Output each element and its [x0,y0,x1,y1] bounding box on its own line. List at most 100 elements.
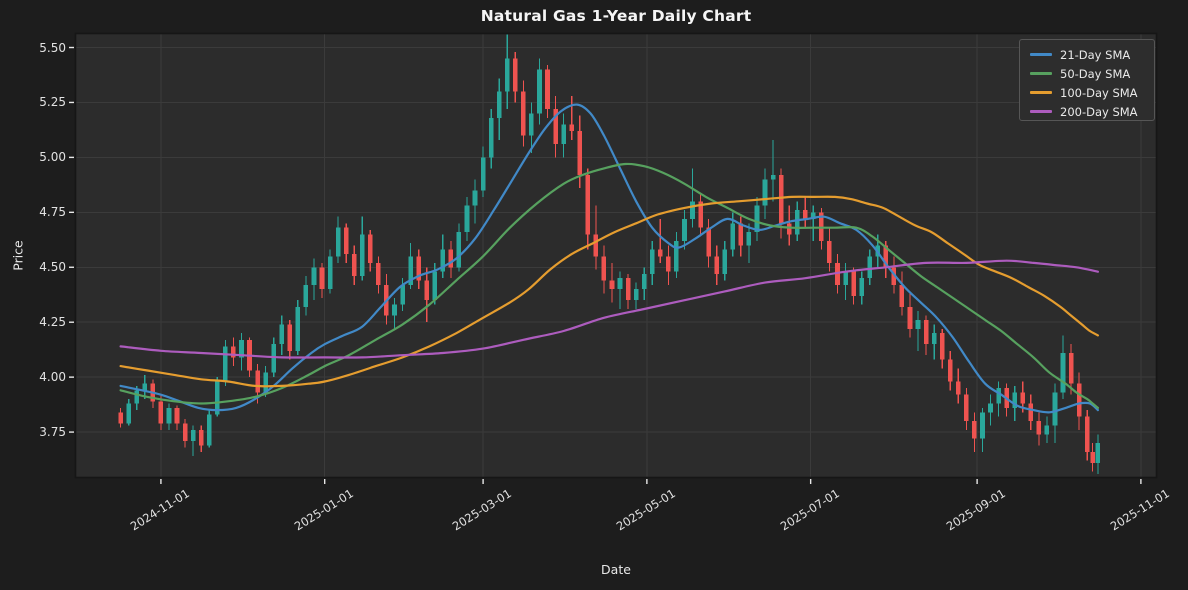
candle [480,146,486,197]
candle [722,240,728,281]
candles-layer [118,34,1101,474]
candle [827,227,832,272]
candle [714,245,719,285]
candle [1084,410,1090,461]
candle [1028,394,1034,430]
legend-item-200-day-sma: 200-Day SMA [1030,102,1154,121]
candle [633,282,639,310]
candle [746,223,752,263]
candle [142,374,148,400]
candle [496,78,502,140]
candle [956,368,961,404]
candle [287,319,293,360]
candle [448,240,454,279]
y-tick-label: 4.50 [39,260,66,275]
candle [754,196,760,241]
candle [1052,383,1058,444]
candle [239,333,244,371]
candle [174,405,180,430]
candle [859,271,864,305]
candle [1076,372,1082,430]
candle [359,216,365,281]
legend-line-swatch-200 [1030,110,1052,113]
legend-line-swatch-21 [1030,53,1052,56]
legend-item-21-day-sma: 21-Day SMA [1030,45,1154,64]
chart-title: Natural Gas 1-Year Daily Chart [480,7,752,25]
legend-line-swatch-100 [1030,91,1052,94]
tick-marks-layer [69,46,1142,484]
candle [996,381,1001,417]
candle [658,218,663,263]
candle [802,196,808,228]
candle [190,425,196,457]
candle [899,271,905,316]
candle [762,168,768,219]
candle [351,245,357,285]
candle [609,262,615,303]
candle [980,407,985,452]
legend-label: 50-Day SMA [1060,66,1131,81]
candle [649,240,655,285]
candle [625,273,631,310]
candle [368,229,373,272]
candle [915,311,921,351]
candle [1095,434,1101,474]
candle [488,109,494,169]
candle [504,34,510,110]
candle [529,102,534,153]
candle [118,407,123,428]
candle [206,410,212,448]
candle [964,388,969,430]
candle [182,418,188,448]
candle [513,51,518,103]
candle [698,194,703,237]
candle [472,179,478,224]
y-tick-label: 5.00 [39,150,66,165]
candle [521,80,526,147]
candle [537,58,542,125]
y-tick-label: 5.25 [39,95,66,110]
candle [931,324,937,360]
candle [392,298,397,329]
legend-item-50-day-sma: 50-Day SMA [1030,64,1154,83]
candle [786,205,792,246]
candle [295,300,301,356]
candle [939,328,945,369]
legend-line-swatch-50 [1030,72,1052,75]
candle [1068,344,1074,395]
sma-line-21-day-sma [119,103,1099,414]
candle [947,350,953,391]
candle [601,245,607,294]
candle [223,339,228,386]
y-tick-label: 4.75 [39,205,66,220]
x-axis-label: Date [601,562,631,577]
legend-label: 100-Day SMA [1060,85,1138,100]
candle [231,337,236,367]
candle [440,234,446,279]
candle [126,399,131,426]
legend: 21-Day SMA 50-Day SMA 100-Day SMA 200-Da… [1019,39,1155,121]
candle [907,293,913,338]
candle [311,258,317,301]
candle [682,210,687,250]
legend-item-100-day-sma: 100-Day SMA [1030,83,1154,102]
candle [545,65,550,118]
candle [972,412,977,452]
candle [376,256,381,294]
candle [424,267,430,323]
candle [1044,416,1050,444]
plot-border [74,32,1158,479]
candle [674,232,679,279]
candle [811,205,816,241]
candle [158,394,164,430]
y-tick-label: 5.50 [39,40,66,55]
y-tick-label: 3.75 [39,425,66,440]
candle [706,218,711,268]
plot-background [75,33,1157,478]
candle [988,394,993,426]
candle [641,267,647,301]
candle [666,245,671,285]
candle [198,425,204,452]
candle [851,267,856,305]
